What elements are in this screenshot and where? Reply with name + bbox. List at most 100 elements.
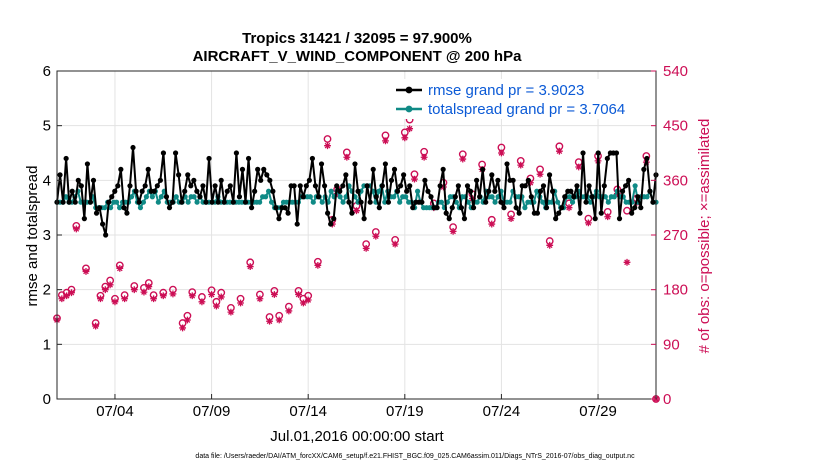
obs-assimilated-marker [565, 204, 573, 212]
series-point-rmse [556, 210, 562, 216]
series-point-rmse [474, 177, 480, 183]
obs-assimilated-marker [604, 213, 612, 221]
series-point-rmse [528, 194, 534, 200]
series-point-rmse [258, 177, 264, 183]
x-tick-label: 07/29 [579, 403, 617, 420]
series-point-rmse [209, 199, 215, 205]
series-point-rmse [285, 210, 291, 216]
obs-assimilated-marker [295, 291, 302, 298]
series-point-rmse [182, 188, 188, 194]
series-point-rmse [647, 188, 653, 194]
obs-assimilated-marker [498, 149, 505, 157]
series-point-totalspread [555, 199, 561, 205]
obs-assimilated-marker [130, 286, 138, 294]
legend-box [392, 79, 654, 119]
obs-assimilated-marker [584, 219, 592, 227]
series-point-rmse [133, 188, 139, 194]
series-point-rmse [318, 161, 325, 167]
series-point-rmse [632, 205, 638, 211]
series-point-rmse [464, 183, 471, 189]
series-point-rmse [270, 188, 276, 194]
obs-assimilated-marker [246, 263, 254, 270]
series-point-rmse [118, 166, 124, 172]
series-point-rmse [449, 205, 455, 211]
series-point-rmse [546, 172, 553, 178]
legend-marker-spread [405, 105, 413, 113]
x-axis-label: Jul.01,2016 00:00:00 start [270, 428, 444, 445]
series-point-rmse [197, 194, 203, 200]
left-axis-ticks: 0 1 2 3 4 5 6 [43, 63, 62, 408]
series-point-rmse [63, 155, 69, 162]
series-point-rmse [352, 161, 358, 167]
series-point-totalspread [185, 199, 191, 205]
series-point-rmse [498, 199, 504, 205]
obs-assimilated-marker [575, 163, 583, 171]
series-point-rmse [376, 205, 382, 211]
series-point-rmse [595, 150, 601, 156]
series-point-rmse [598, 210, 604, 216]
series-point-rmse [340, 183, 346, 189]
y-tick-label: 3 [43, 227, 51, 244]
obs-assimilated-marker [270, 291, 278, 298]
series-point-rmse [212, 183, 218, 189]
obs-assimilated-marker [68, 289, 75, 297]
obs-assimilated-marker [169, 290, 177, 298]
series-point-rmse [291, 183, 297, 189]
series-point-rmse [337, 188, 343, 194]
series-point-rmse [309, 155, 316, 162]
series-point-rmse [504, 161, 510, 167]
series-point-totalspread [263, 194, 269, 200]
series-point-rmse [364, 183, 370, 189]
series-point-totalspread [268, 199, 275, 205]
series-point-rmse [361, 216, 367, 222]
series-point-rmse [540, 183, 547, 189]
series-point-rmse [568, 188, 574, 194]
series-point-totalspread [340, 199, 346, 205]
series-point-rmse [303, 183, 309, 189]
series-point-rmse [358, 199, 364, 205]
obs-assimilated-marker [237, 299, 244, 307]
legend-label-rmse: rmse grand pr = 3.9023 [428, 82, 584, 99]
series-point-rmse [267, 177, 273, 183]
series-point-totalspread [391, 194, 397, 200]
series-point-rmse [419, 199, 425, 205]
series-point-rmse [379, 183, 385, 189]
series-point-rmse [242, 199, 249, 205]
obs-assimilated-marker [406, 125, 414, 133]
obs-count-markers [53, 115, 660, 403]
series-point-rmse [206, 155, 212, 162]
series-point-totalspread [319, 199, 325, 205]
series-point-rmse [407, 183, 413, 189]
series-point-rmse [601, 183, 607, 189]
series-point-rmse [300, 194, 306, 200]
obs-assimilated-marker [488, 220, 496, 228]
series-point-rmse [349, 210, 355, 216]
series-point-rmse [87, 199, 94, 205]
series-point-totalspread [605, 199, 611, 205]
series-point-rmse [221, 199, 227, 205]
obs-assimilated-marker [63, 292, 71, 300]
y-tick-label: 5 [43, 118, 51, 135]
obs-assimilated-marker [101, 286, 109, 294]
obs-assimilated-marker [256, 295, 264, 303]
series-point-rmse [562, 194, 568, 200]
series-point-rmse [230, 199, 236, 205]
y-axis-label-right: # of obs: o=possible; ×=assimilated [696, 119, 713, 354]
series-point-totalspread [108, 205, 114, 211]
obs-assimilated-marker [299, 299, 307, 307]
series-point-rmse [312, 183, 319, 189]
series-point-rmse [130, 144, 136, 151]
series-point-rmse [346, 199, 352, 205]
series-point-totalspread [414, 188, 421, 194]
series-point-totalspread [328, 188, 334, 194]
series-point-rmse [629, 210, 635, 216]
series-point-rmse [513, 205, 519, 211]
series-point-rmse [78, 183, 84, 189]
legend-marker-rmse [405, 86, 413, 94]
series-point-rmse [443, 210, 449, 216]
series-point-totalspread [140, 199, 147, 205]
obs-assimilated-marker [411, 175, 418, 183]
obs-possible-marker [623, 206, 631, 215]
series-point-rmse [641, 166, 647, 172]
